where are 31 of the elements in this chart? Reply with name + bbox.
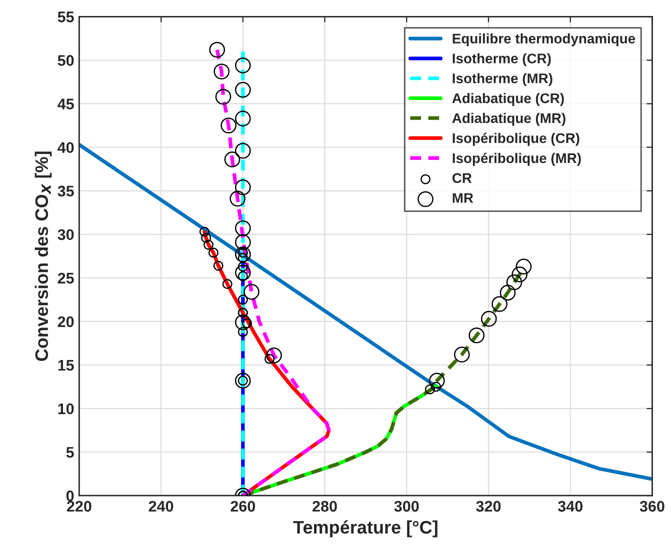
legend-label: CR bbox=[452, 173, 472, 183]
legend-label: Isotherme (CR) bbox=[452, 53, 551, 66]
legend-label: Adiabatique (CR) bbox=[452, 92, 564, 106]
x-tick-label: 340 bbox=[558, 500, 582, 512]
y-tick-label: 15 bbox=[58, 360, 74, 371]
y-tick-label: 45 bbox=[58, 98, 74, 110]
x-axis-title: Température [°C] bbox=[293, 520, 438, 538]
y-axis-title: Conversion des CO$_{X}$ [%] bbox=[34, 152, 52, 361]
x-tick-label: 240 bbox=[148, 500, 174, 512]
legend-label: Isopéribolique (CR) bbox=[452, 132, 580, 146]
y-tick-label: 35 bbox=[58, 186, 74, 197]
legend-label: Equilibre thermodynamique bbox=[452, 33, 636, 46]
legend-label: Isotherme (MR) bbox=[452, 73, 552, 86]
legend-label: Adiabatique (MR) bbox=[452, 112, 566, 126]
x-tick-label: 360 bbox=[640, 500, 664, 512]
x-tick-label: 220 bbox=[66, 500, 92, 512]
y-tick-label: 30 bbox=[58, 229, 74, 240]
y-tick-label: 50 bbox=[58, 55, 74, 66]
y-tick-label: 55 bbox=[58, 12, 74, 22]
x-tick-label: 260 bbox=[230, 500, 256, 512]
x-tick-label: 320 bbox=[476, 500, 501, 512]
y-tick-label: 40 bbox=[58, 142, 74, 153]
x-tick-label: 280 bbox=[312, 500, 337, 512]
y-tick-label: 0 bbox=[66, 490, 74, 502]
y-tick-label: 20 bbox=[58, 316, 74, 328]
legend-label: Isopéribolique (MR) bbox=[452, 152, 581, 166]
x-tick-label: 300 bbox=[394, 500, 419, 512]
y-tick-label: 5 bbox=[66, 447, 74, 458]
y-tick-label: 10 bbox=[58, 403, 74, 414]
y-tick-label: 25 bbox=[58, 272, 74, 284]
legend-label: MR bbox=[452, 193, 474, 203]
